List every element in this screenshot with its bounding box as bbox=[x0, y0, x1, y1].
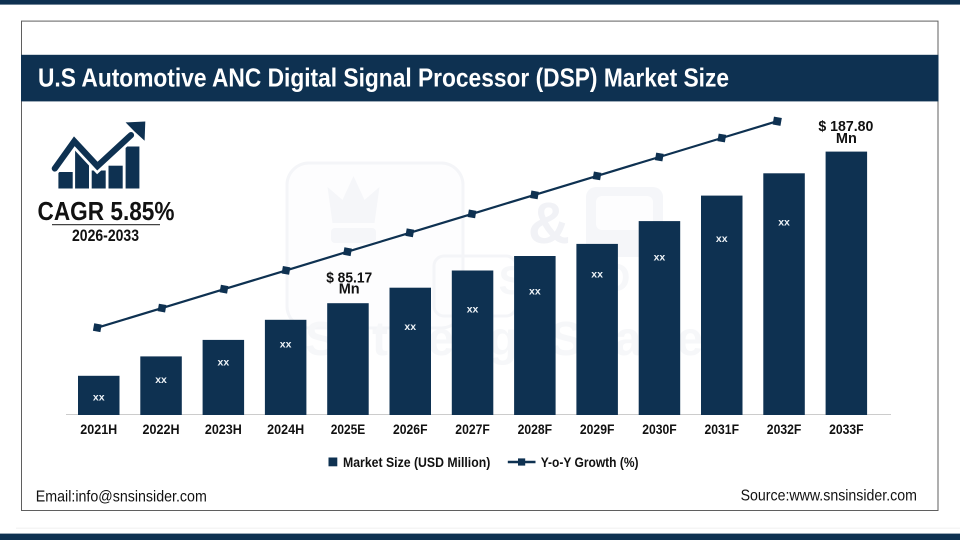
svg-text:2031F: 2031F bbox=[705, 421, 740, 437]
svg-text:xx: xx bbox=[280, 339, 292, 351]
svg-text:Y-o-Y Growth (%): Y-o-Y Growth (%) bbox=[541, 454, 639, 470]
svg-text:Mn: Mn bbox=[339, 282, 360, 298]
svg-text:xx: xx bbox=[591, 268, 603, 280]
svg-text:xx: xx bbox=[93, 391, 105, 403]
svg-text:2030F: 2030F bbox=[642, 421, 677, 437]
svg-text:xx: xx bbox=[155, 374, 167, 386]
svg-text:Email:info@snsinsider.com: Email:info@snsinsider.com bbox=[36, 489, 207, 506]
svg-text:2033F: 2033F bbox=[829, 421, 864, 437]
svg-text:xx: xx bbox=[778, 216, 790, 228]
svg-text:$ 85.17: $ 85.17 bbox=[326, 270, 372, 286]
svg-text:t: t bbox=[372, 313, 388, 366]
svg-text:2023H: 2023H bbox=[205, 421, 242, 437]
svg-text:2026-2033: 2026-2033 bbox=[72, 227, 139, 245]
svg-text:xx: xx bbox=[529, 286, 541, 298]
svg-text:2022H: 2022H bbox=[143, 421, 180, 437]
svg-text:&: & bbox=[528, 191, 570, 256]
svg-text:Mn: Mn bbox=[836, 131, 857, 147]
svg-text:2025E: 2025E bbox=[331, 421, 366, 437]
svg-text:xx: xx bbox=[404, 321, 416, 333]
svg-text:xx: xx bbox=[716, 233, 728, 245]
svg-text:2024H: 2024H bbox=[267, 421, 304, 437]
svg-text:2028F: 2028F bbox=[518, 421, 553, 437]
svg-text:2026F: 2026F bbox=[393, 421, 428, 437]
svg-text:$ 187.80: $ 187.80 bbox=[818, 119, 873, 135]
svg-text:e: e bbox=[428, 313, 455, 366]
svg-text:CAGR 5.85%: CAGR 5.85% bbox=[38, 196, 175, 226]
svg-text:2027F: 2027F bbox=[455, 421, 490, 437]
svg-text:2032F: 2032F bbox=[767, 421, 802, 437]
svg-text:2029F: 2029F bbox=[580, 421, 615, 437]
svg-text:xx: xx bbox=[218, 356, 230, 368]
svg-text:xx: xx bbox=[654, 252, 666, 264]
svg-text:U.S Automotive ANC Digital Sig: U.S Automotive ANC Digital Signal Proces… bbox=[38, 62, 729, 92]
svg-text:Source:www.snsinsider.com: Source:www.snsinsider.com bbox=[741, 488, 917, 505]
svg-text:2021H: 2021H bbox=[80, 421, 117, 437]
svg-text:xx: xx bbox=[467, 304, 479, 316]
svg-text:a: a bbox=[615, 313, 642, 366]
svg-text:Market Size (USD Million): Market Size (USD Million) bbox=[343, 454, 490, 470]
svg-text:e: e bbox=[677, 313, 704, 366]
